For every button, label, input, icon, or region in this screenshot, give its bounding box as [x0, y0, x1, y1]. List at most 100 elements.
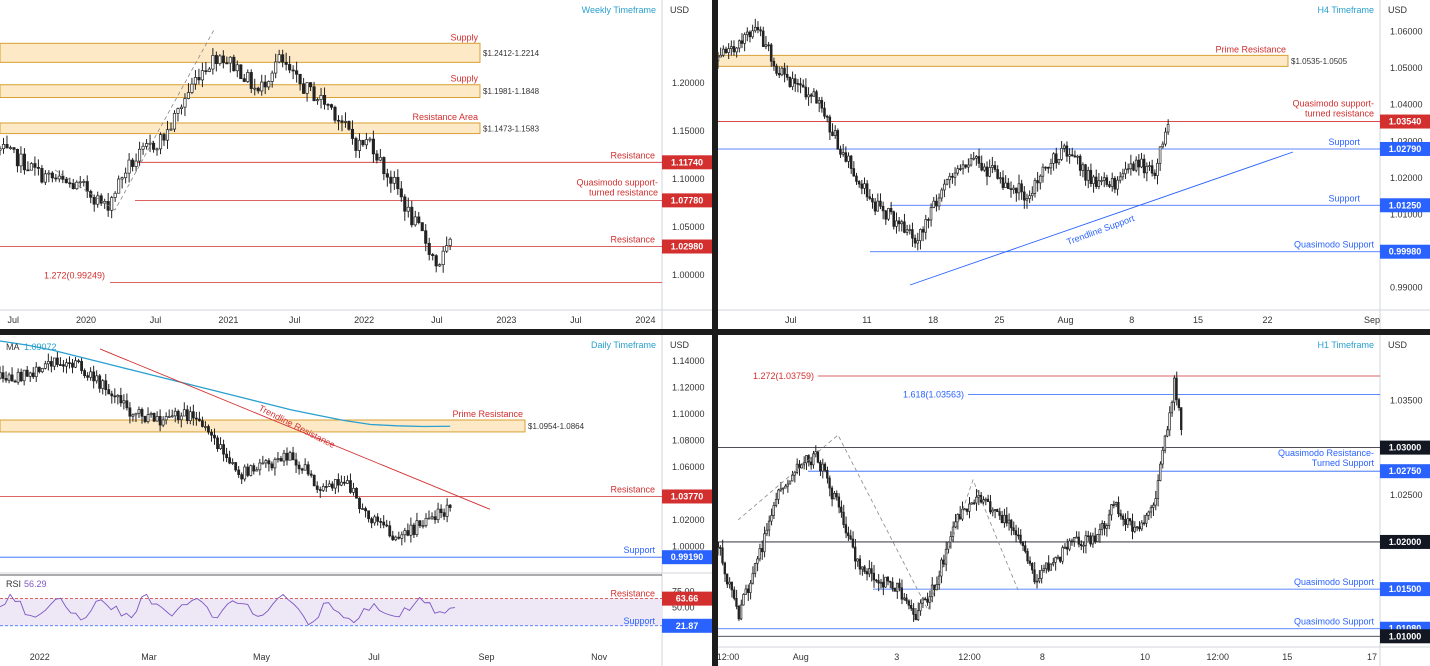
h4-candle — [911, 229, 914, 239]
h1-candle — [888, 580, 892, 583]
h4-level-label: Support — [1328, 193, 1360, 203]
daily-candle — [28, 372, 32, 377]
h4-candle — [1006, 182, 1010, 189]
daily-candle — [258, 462, 262, 471]
h4-candle — [1086, 169, 1090, 181]
h4-candle — [753, 26, 757, 32]
rsi-label: RSI — [6, 579, 21, 589]
h4-candle — [961, 164, 965, 170]
weekly-zone-range: $1.1981-1.1848 — [483, 87, 540, 96]
daily-candle — [364, 508, 367, 512]
weekly-candle — [399, 188, 403, 198]
weekly-candle — [145, 143, 149, 147]
h1-candle — [1131, 520, 1134, 532]
h4-candle — [737, 40, 741, 49]
weekly-candle — [54, 177, 58, 180]
h4-candle — [1105, 177, 1109, 185]
h1-candle — [721, 547, 724, 564]
h1-candle — [1070, 540, 1073, 543]
h4-candle — [1132, 163, 1135, 171]
h1-candle — [1014, 530, 1018, 536]
daily-candle — [276, 458, 280, 460]
daily-y-tick: 1.02000 — [672, 515, 705, 525]
h4-candle — [967, 164, 970, 168]
weekly-x-tick: Jul — [150, 315, 162, 325]
h4-candles — [718, 18, 1170, 251]
h1-candle — [1038, 577, 1041, 582]
daily-candle — [288, 452, 292, 461]
h1-candle — [1056, 556, 1059, 559]
h1-candle — [1065, 546, 1069, 550]
daily-candle — [77, 360, 80, 363]
h1-x-tick: 12:00 — [958, 652, 981, 662]
weekly-chart-panel[interactable]: USD Weekly Timeframe 1.20000 1.15000 1.10000… — [0, 0, 712, 329]
weekly-price-tag — [662, 239, 712, 254]
weekly-candle — [228, 56, 232, 64]
weekly-level-label: Resistance — [610, 235, 655, 245]
daily-candle — [343, 481, 346, 484]
h4-candle — [729, 46, 733, 49]
daily-candle — [327, 483, 331, 487]
h4-candle — [945, 179, 949, 185]
daily-candle — [13, 380, 17, 383]
h1-candle — [823, 463, 827, 471]
h4-candle — [857, 181, 861, 185]
daily-chart-panel[interactable]: USD Daily Timeframe 1.14000 1.12000 1.10000 1… — [0, 335, 712, 666]
h1-chart-panel[interactable]: USD H1 Timeframe 1.03500 1.02500 1.01500 12:0… — [718, 335, 1430, 666]
daily-candle — [137, 409, 141, 414]
daily-candle — [333, 479, 337, 489]
h1-candle — [800, 464, 803, 469]
h1-candle — [982, 499, 985, 503]
h1-candle — [742, 594, 745, 606]
h4-candle — [908, 229, 911, 231]
h1-candle — [1161, 449, 1164, 465]
h1-candle — [842, 511, 845, 525]
weekly-x-tick: Jul — [289, 315, 301, 325]
h4-candle — [876, 200, 880, 212]
h4-candle — [863, 183, 866, 189]
h1-candle — [1049, 563, 1052, 571]
daily-y-tick: 1.14000 — [672, 356, 705, 366]
h4-candle — [1081, 164, 1085, 171]
h1-candle — [765, 529, 768, 535]
daily-candle — [179, 415, 183, 421]
h4-level-label: Quasimodo Support — [1294, 240, 1375, 250]
h4-candle — [772, 60, 776, 67]
h4-candle — [969, 158, 973, 166]
weekly-candle — [151, 142, 156, 150]
h4-chart-panel[interactable]: USD H4 Timeframe 1.06000 1.05000 1.04000 1.03… — [718, 0, 1430, 329]
weekly-candle — [364, 139, 368, 146]
daily-candle — [297, 464, 301, 470]
h1-candle — [760, 548, 764, 553]
weekly-candle — [406, 206, 410, 212]
weekly-candle — [431, 254, 435, 256]
h1-candle — [723, 562, 726, 575]
weekly-candle — [315, 99, 320, 102]
weekly-candle — [155, 148, 159, 151]
weekly-candle — [99, 195, 103, 204]
h1-candle — [1168, 412, 1171, 431]
weekly-x-tick: 2022 — [354, 315, 374, 325]
daily-candle — [261, 462, 265, 465]
weekly-candle — [424, 230, 428, 244]
weekly-candle — [221, 55, 225, 64]
h4-candle — [948, 175, 951, 181]
daily-candle — [1, 372, 5, 379]
daily-trendline — [99, 348, 491, 510]
h1-candle — [1145, 514, 1148, 524]
weekly-candle — [253, 87, 257, 90]
weekly-candle — [420, 222, 424, 232]
daily-candle — [222, 444, 225, 455]
daily-price-tag-text: 0.99190 — [671, 552, 704, 562]
h4-candle — [1004, 182, 1007, 188]
h4-candle — [916, 240, 919, 244]
weekly-candle — [124, 172, 128, 179]
h4-candle — [1121, 173, 1125, 178]
h4-candle — [959, 168, 962, 170]
daily-candle — [382, 521, 386, 526]
daily-candle — [134, 412, 138, 416]
h4-candle — [1145, 165, 1149, 174]
daily-candle — [315, 485, 319, 490]
h1-price-tag-text: 1.02750 — [1389, 466, 1422, 476]
h4-candle — [1036, 180, 1039, 184]
